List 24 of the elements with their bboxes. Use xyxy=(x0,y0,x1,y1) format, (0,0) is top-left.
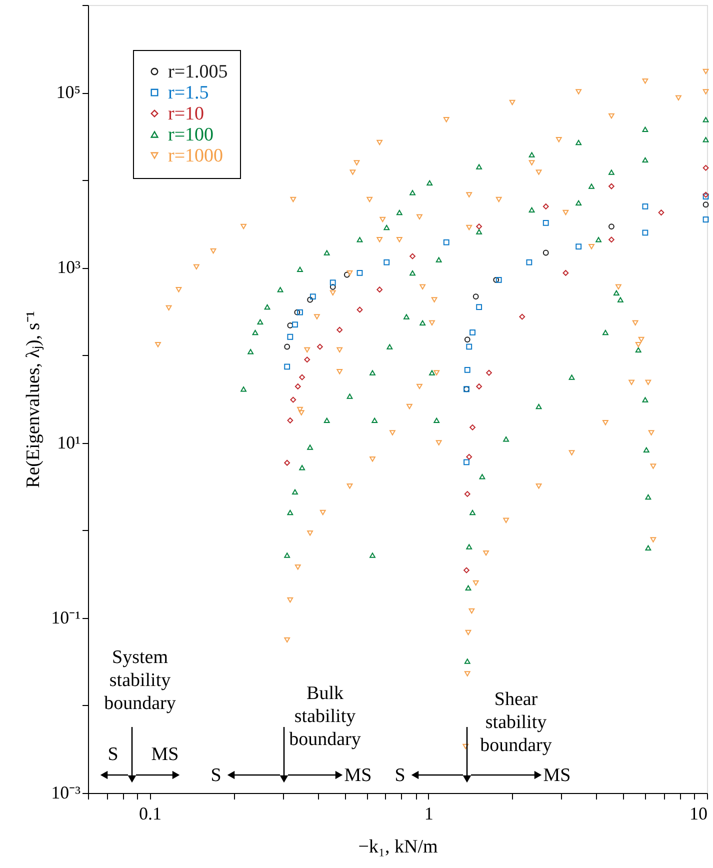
annotation: S xyxy=(108,744,118,765)
annotation: MS xyxy=(344,765,372,786)
x-axis-title: −k₁, kN/m xyxy=(358,836,438,858)
legend-label: r=1.005 xyxy=(168,62,228,82)
legend-label: r=1000 xyxy=(168,146,224,166)
annotation: S xyxy=(210,765,222,786)
legend-label: r=100 xyxy=(168,124,214,146)
annotation: System stability boundary xyxy=(104,647,176,714)
y-tick-label: 10³ xyxy=(57,257,82,278)
y-tick-label: 10⁻³ xyxy=(51,782,82,802)
annotation: Bulk stability boundary xyxy=(289,683,362,750)
x-tick-label: 1 xyxy=(424,804,434,824)
y-axis-title: Re(Eigenvalues, λⱼ), s⁻¹ xyxy=(23,310,44,488)
y-tick-label: 10¹ xyxy=(57,432,80,452)
legend-label: r=1.5 xyxy=(168,82,209,104)
legend-label: r=10 xyxy=(168,104,204,124)
annotation: MS xyxy=(151,744,179,765)
annotation: MS xyxy=(543,765,571,786)
annotation: S xyxy=(394,765,406,786)
annotation: Shear stability boundary xyxy=(480,689,552,756)
y-tick-label: 10⁻¹ xyxy=(51,607,80,628)
x-tick-label: 10 xyxy=(690,804,708,824)
y-tick-label: 10⁵ xyxy=(56,82,80,102)
x-tick-label: 0.1 xyxy=(139,804,162,824)
